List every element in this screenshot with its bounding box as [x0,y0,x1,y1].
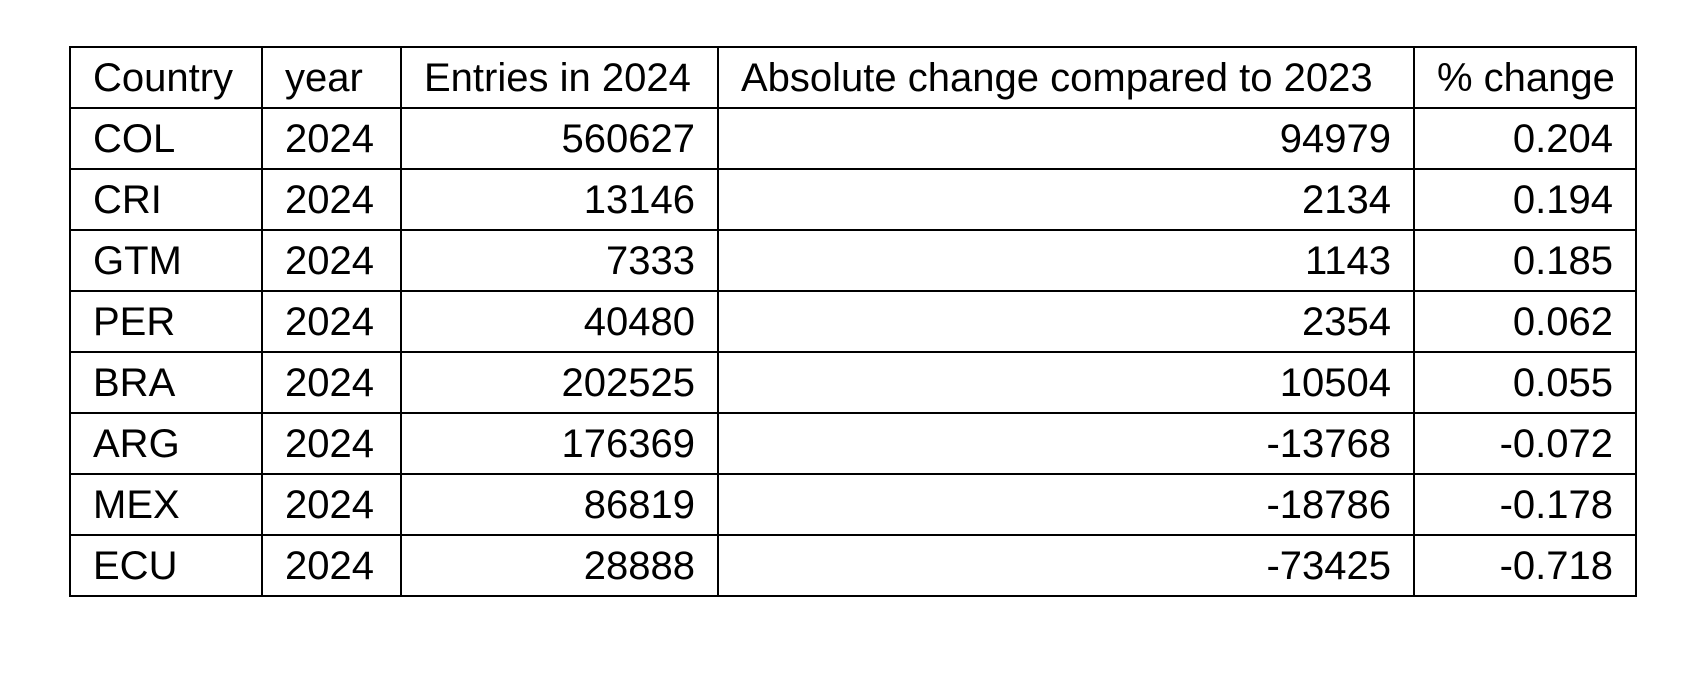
cell-country: BRA [69,351,263,414]
cell-entries: 560627 [400,107,719,170]
cell-percent-change: 0.055 [1413,351,1637,414]
cell-country: COL [69,107,263,170]
data-table-container: Country year Entries in 2024 Absolute ch… [69,46,1637,597]
cell-absolute-change: 2354 [717,290,1415,353]
cell-country: MEX [69,473,263,536]
cell-country: PER [69,290,263,353]
cell-absolute-change: -13768 [717,412,1415,475]
cell-country: ECU [69,534,263,597]
cell-entries: 40480 [400,290,719,353]
header-year: year [261,46,402,109]
cell-entries: 176369 [400,412,719,475]
cell-percent-change: 0.204 [1413,107,1637,170]
cell-percent-change: 0.062 [1413,290,1637,353]
cell-year: 2024 [261,351,402,414]
cell-year: 2024 [261,107,402,170]
table-row: GTM 2024 7333 1143 0.185 [69,229,1637,292]
cell-country: ARG [69,412,263,475]
cell-year: 2024 [261,168,402,231]
cell-year: 2024 [261,473,402,536]
header-entries-2024: Entries in 2024 [400,46,719,109]
cell-entries: 13146 [400,168,719,231]
cell-entries: 202525 [400,351,719,414]
cell-absolute-change: 94979 [717,107,1415,170]
cell-percent-change: -0.072 [1413,412,1637,475]
cell-entries: 28888 [400,534,719,597]
cell-absolute-change: -73425 [717,534,1415,597]
table-row: BRA 2024 202525 10504 0.055 [69,351,1637,414]
header-absolute-change: Absolute change compared to 2023 [717,46,1415,109]
cell-entries: 7333 [400,229,719,292]
table-row: MEX 2024 86819 -18786 -0.178 [69,473,1637,536]
cell-absolute-change: 10504 [717,351,1415,414]
table-row: ARG 2024 176369 -13768 -0.072 [69,412,1637,475]
cell-entries: 86819 [400,473,719,536]
header-country: Country [69,46,263,109]
cell-percent-change: 0.185 [1413,229,1637,292]
cell-year: 2024 [261,534,402,597]
cell-percent-change: -0.178 [1413,473,1637,536]
cell-absolute-change: 2134 [717,168,1415,231]
cell-year: 2024 [261,290,402,353]
table-row: CRI 2024 13146 2134 0.194 [69,168,1637,231]
header-row: Country year Entries in 2024 Absolute ch… [69,46,1637,109]
header-percent-change: % change [1413,46,1637,109]
cell-country: CRI [69,168,263,231]
table-row: ECU 2024 28888 -73425 -0.718 [69,534,1637,597]
cell-absolute-change: 1143 [717,229,1415,292]
entries-table: Country year Entries in 2024 Absolute ch… [69,46,1637,597]
cell-year: 2024 [261,412,402,475]
cell-percent-change: 0.194 [1413,168,1637,231]
cell-absolute-change: -18786 [717,473,1415,536]
table-row: COL 2024 560627 94979 0.204 [69,107,1637,170]
cell-year: 2024 [261,229,402,292]
cell-percent-change: -0.718 [1413,534,1637,597]
cell-country: GTM [69,229,263,292]
table-row: PER 2024 40480 2354 0.062 [69,290,1637,353]
